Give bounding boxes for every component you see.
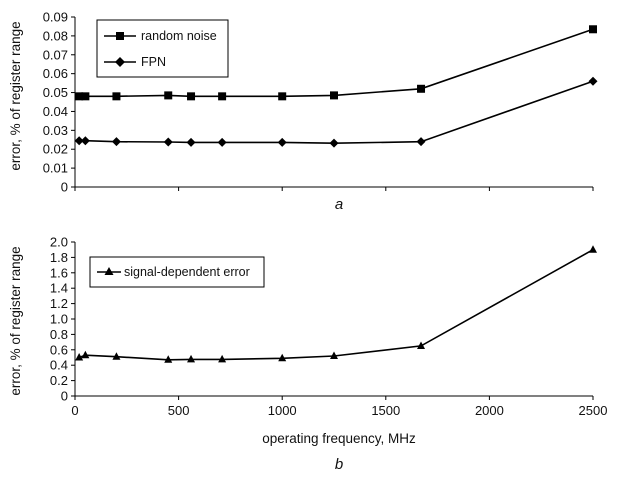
panel-a-y-tick-label: 0.01 [43, 161, 68, 176]
legend-fpn-label: FPN [141, 55, 166, 69]
series-signal-dependent-error-point [187, 354, 196, 363]
legend-random-noise-marker [116, 32, 124, 40]
series-random-noise-point [187, 92, 196, 101]
panel-b: 00.20.40.60.81.01.21.41.61.82.0 0 500 1000 1… [8, 235, 607, 474]
series-signal-dependent-error-point [278, 353, 287, 362]
legend-fpn-marker [115, 57, 125, 67]
panel-b-plot-area: 00.20.40.60.81.01.21.41.61.82.0 0 500 1000 1… [50, 235, 608, 419]
panel-a-legend: random noise FPN [96, 19, 229, 78]
series-fpn-point [186, 137, 196, 147]
series-fpn-point [80, 136, 90, 146]
panel-a-y-tick-label: 0.02 [43, 142, 68, 157]
series-random-noise-line [79, 28, 594, 98]
series-random-noise-point [278, 92, 287, 101]
series-signal-dependent-error-line [78, 249, 594, 361]
panel-a-y-tick-label: 0.06 [43, 66, 68, 81]
panel-b-x-tick-label: 2500 [579, 403, 608, 418]
series-fpn-line [79, 80, 594, 145]
series-fpn-point [588, 76, 598, 86]
panel-a-y-axis-label: error, % of register range [8, 21, 23, 170]
panel-b-y-tick-label: 2.0 [50, 235, 68, 250]
panel-b-y-tick-label: 1.8 [50, 250, 68, 265]
panel-a-y-tick-label: 0.09 [43, 10, 68, 25]
series-fpn-point [416, 137, 426, 147]
panel-a-label: a [335, 196, 343, 213]
series-signal-dependent-error-point [589, 245, 597, 253]
series-signal-dependent-error-point [81, 350, 90, 359]
series-random-noise-point [589, 25, 597, 34]
panel-a: 0 0.01 0.02 0.03 0.04 0.05 0.06 0.07 0.08 0.09 er… [8, 10, 598, 213]
panel-b-label: b [335, 456, 343, 473]
panel-b-y-tick-label: 0.8 [50, 327, 68, 342]
legend-signal-dependent-error-label: signal-dependent error [124, 265, 250, 279]
panel-b-x-tick-label: 0 [71, 403, 78, 418]
legend-signal-dependent-error-marker [104, 267, 114, 275]
series-fpn-point [277, 137, 287, 147]
panel-a-y-tick-label: 0.03 [43, 123, 68, 138]
panel-b-y-tick-label: 1.6 [50, 265, 68, 280]
legend-random-noise-label: random noise [141, 29, 217, 43]
panel-b-y-tick-label: 0 [61, 389, 68, 404]
series-signal-dependent-error-point [164, 355, 173, 363]
series-random-noise-point [417, 84, 426, 93]
panel-b-x-tick-label: 2000 [475, 403, 504, 418]
panel-b-y-axis-label: error, % of register range [8, 246, 23, 395]
panel-b-y-tick-label: 1.4 [50, 281, 68, 296]
panel-a-y-tick-label: 0.07 [43, 47, 68, 62]
panel-a-legend-box [96, 19, 229, 78]
panel-a-y-tick-label: 0.05 [43, 85, 68, 100]
series-fpn-point [111, 137, 121, 147]
panel-b-x-tick-label: 500 [168, 403, 190, 418]
panel-b-y-tick-label: 1.0 [50, 312, 68, 327]
panel-a-plot-area: 0 0.01 0.02 0.03 0.04 0.05 0.06 0.07 0.08 0.09 [43, 10, 598, 195]
panel-b-x-tick-label: 1000 [268, 403, 297, 418]
series-fpn-point [217, 137, 227, 147]
series-random-noise-point [330, 91, 338, 100]
panel-a-y-tick-label: 0.04 [43, 104, 68, 119]
series-random-noise-point [75, 92, 84, 101]
panel-b-legend: signal-dependent error [89, 256, 265, 288]
panel-b-x-axis-label: operating frequency, MHz [262, 431, 416, 446]
panel-b-y-tick-label: 0.2 [50, 373, 68, 388]
series-random-noise-point [112, 92, 121, 101]
panel-b-x-tick-label: 1500 [371, 403, 400, 418]
series-signal-dependent-error-point [112, 352, 121, 360]
series-signal-dependent-error-point [218, 354, 227, 363]
panel-a-y-tick-label: 0.08 [43, 28, 68, 43]
panel-a-y-tick-label: 0 [61, 180, 68, 195]
series-signal-dependent-error-point [417, 341, 426, 349]
panel-b-y-tick-label: 0.6 [50, 342, 68, 357]
series-fpn-point [163, 137, 173, 147]
series-fpn-point [329, 138, 339, 148]
panel-b-y-tick-label: 0.4 [50, 358, 68, 373]
series-signal-dependent-error-point [330, 351, 338, 359]
panel-b-y-tick-label: 1.2 [50, 296, 68, 311]
series-random-noise-point [164, 91, 173, 100]
series-random-noise-point [81, 92, 90, 101]
series-signal-dependent-error-point [75, 353, 84, 361]
series-random-noise-point [218, 92, 227, 101]
series-fpn-point [74, 136, 84, 146]
